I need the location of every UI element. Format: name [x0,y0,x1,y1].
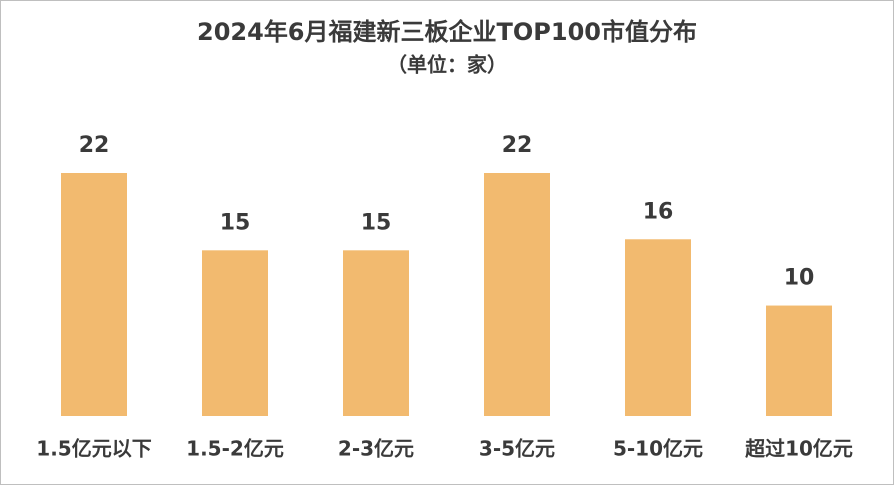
x-tick-label: 5-10亿元 [613,437,703,461]
value-label: 22 [79,133,110,158]
value-label: 10 [784,266,815,291]
value-label: 15 [220,210,251,235]
x-tick-label: 超过10亿元 [744,437,853,461]
value-label: 16 [643,199,674,224]
bar [766,305,832,416]
value-label: 22 [502,133,533,158]
bar [202,250,268,416]
x-tick-label: 1.5-2亿元 [186,437,284,461]
bar [61,173,127,416]
bar [484,173,550,416]
x-tick-label: 2-3亿元 [338,437,414,461]
x-tick-label: 1.5亿元以下 [36,437,151,461]
bar [343,250,409,416]
x-tick-label: 3-5亿元 [479,437,555,461]
chart-subtitle: （单位：家） [387,53,507,77]
bar [625,239,691,416]
chart-title: 2024年6月福建新三板企业TOP100市值分布 [197,18,697,46]
value-label: 15 [361,210,392,235]
